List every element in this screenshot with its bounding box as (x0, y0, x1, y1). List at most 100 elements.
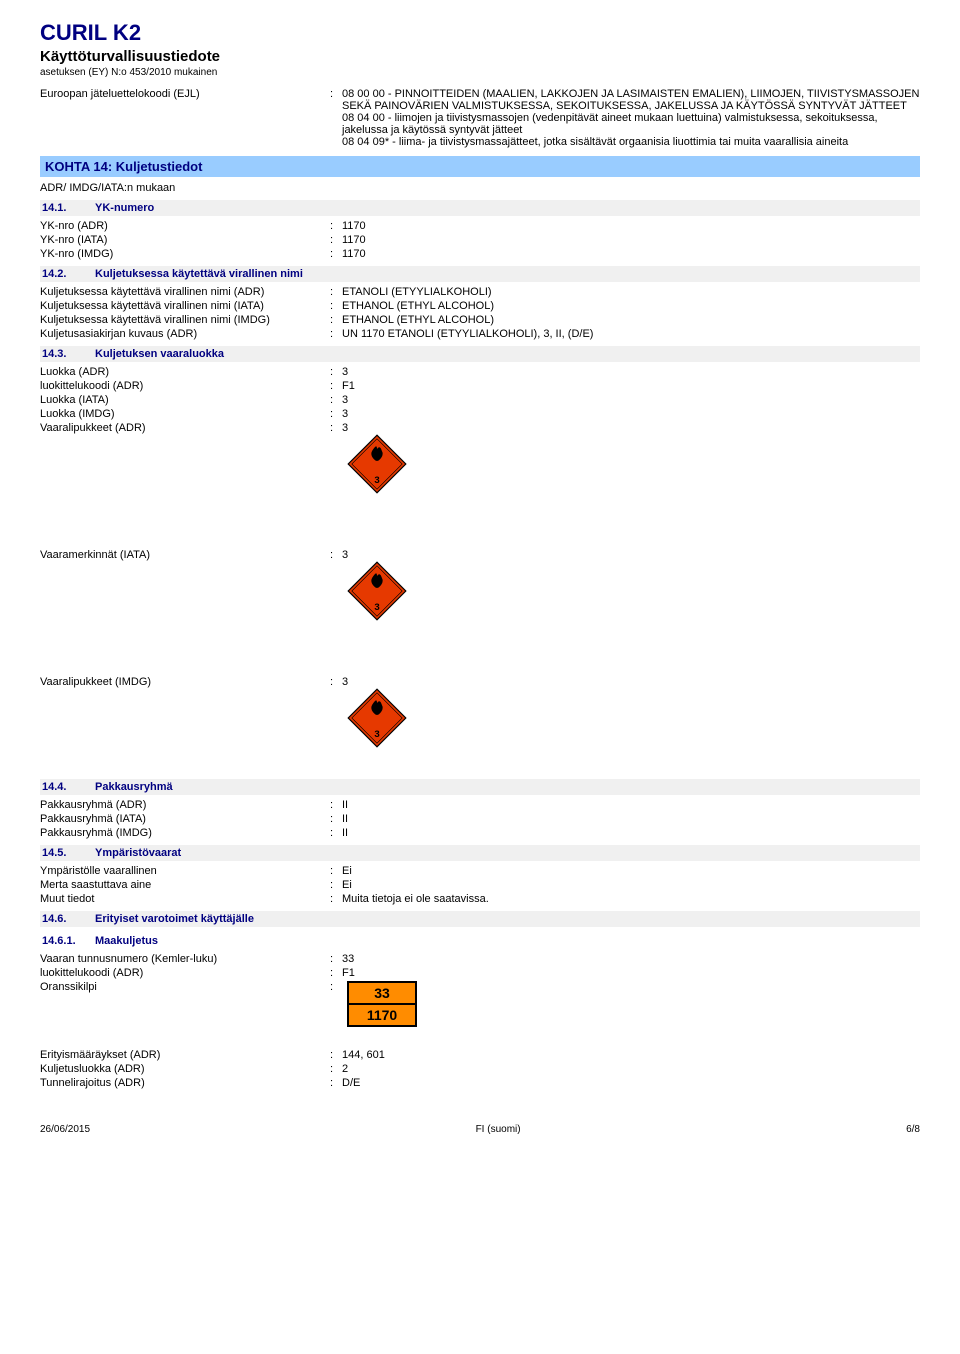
data-row: Muut tiedot : Muita tietoja ei ole saata… (40, 893, 920, 905)
data-row: Tunnelirajoitus (ADR) : D/E (40, 1077, 920, 1089)
hazard-diamond-icon: 3 (347, 561, 407, 621)
row-label: Kuljetuksessa käytettävä virallinen nimi… (40, 314, 330, 326)
hazard-value: 3 3 (342, 676, 920, 751)
data-row: Kuljetusasiakirjan kuvaus (ADR) : UN 117… (40, 328, 920, 340)
row-label: Pakkausryhmä (IATA) (40, 813, 330, 825)
subsection-num: 14.6.1. (40, 935, 95, 947)
svg-text:3: 3 (374, 729, 379, 740)
section-14-subheader: ADR/ IMDG/IATA:n mukaan (40, 182, 920, 194)
row-label: luokittelukoodi (ADR) (40, 967, 330, 979)
hazard-label: Vaaralipukkeet (ADR) (40, 422, 330, 434)
ewc-label: Euroopan jäteluettelokoodi (EJL) (40, 88, 330, 100)
data-row: YK-nro (IMDG) : 1170 (40, 248, 920, 260)
hazard-class-num: 3 (342, 676, 920, 688)
colon: : (330, 328, 342, 340)
row-value: UN 1170 ETANOLI (ETYYLIALKOHOLI), 3, II,… (342, 328, 920, 340)
data-row: Luokka (IATA) : 3 (40, 394, 920, 406)
data-row: luokittelukoodi (ADR) : F1 (40, 380, 920, 392)
subsection-14-3: 14.3. Kuljetuksen vaaraluokka (40, 346, 920, 362)
subsection-14-4: 14.4. Pakkausryhmä (40, 779, 920, 795)
data-row: Luokka (IMDG) : 3 (40, 408, 920, 420)
orange-plate-value: 33 1170 (342, 981, 920, 1027)
colon: : (330, 394, 342, 406)
colon: : (330, 286, 342, 298)
colon: : (330, 953, 342, 965)
data-row: Luokka (ADR) : 3 (40, 366, 920, 378)
row-label: Luokka (IATA) (40, 394, 330, 406)
ewc-line: 08 04 09* - liima- ja tiivistysmassajätt… (342, 136, 920, 148)
colon: : (330, 88, 342, 100)
orange-plate-top: 33 (349, 983, 415, 1003)
row-value: 1170 (342, 248, 920, 260)
row-label: Ympäristölle vaarallinen (40, 865, 330, 877)
data-row: Kuljetuksessa käytettävä virallinen nimi… (40, 300, 920, 312)
subsection-num: 14.4. (40, 781, 95, 793)
row-value: Ei (342, 865, 920, 877)
hazard-label: Vaaramerkinnät (IATA) (40, 549, 330, 561)
colon: : (330, 422, 342, 434)
product-title: CURIL K2 (40, 20, 920, 46)
subsection-title: YK-numero (95, 202, 154, 214)
row-value: 144, 601 (342, 1049, 920, 1061)
row-label: Pakkausryhmä (ADR) (40, 799, 330, 811)
data-row: YK-nro (IATA) : 1170 (40, 234, 920, 246)
hazard-row: Vaaramerkinnät (IATA) : 3 3 (40, 549, 920, 624)
subsection-num: 14.6. (40, 913, 95, 925)
data-row: Kuljetuksessa käytettävä virallinen nimi… (40, 286, 920, 298)
data-row: luokittelukoodi (ADR) : F1 (40, 967, 920, 979)
row-value: II (342, 799, 920, 811)
row-value: F1 (342, 967, 920, 979)
hazard-value: 3 3 (342, 422, 920, 497)
data-row: Pakkausryhmä (IMDG) : II (40, 827, 920, 839)
subsection-title: Ympäristövaarat (95, 847, 181, 859)
hazard-row: Vaaralipukkeet (ADR) : 3 3 (40, 422, 920, 497)
colon: : (330, 967, 342, 979)
row-value: II (342, 827, 920, 839)
colon: : (330, 300, 342, 312)
row-value: 3 (342, 394, 920, 406)
colon: : (330, 879, 342, 891)
subsection-14-5: 14.5. Ympäristövaarat (40, 845, 920, 861)
ewc-line: 08 00 00 - PINNOITTEIDEN (MAALIEN, LAKKO… (342, 88, 920, 112)
subsection-title: Kuljetuksen vaaraluokka (95, 348, 224, 360)
data-row: Pakkausryhmä (ADR) : II (40, 799, 920, 811)
data-row: YK-nro (ADR) : 1170 (40, 220, 920, 232)
colon: : (330, 827, 342, 839)
subsection-num: 14.1. (40, 202, 95, 214)
svg-text:3: 3 (374, 475, 379, 486)
subsection-title: Pakkausryhmä (95, 781, 173, 793)
subsection-num: 14.5. (40, 847, 95, 859)
doc-title: Käyttöturvallisuustiedote (40, 48, 920, 65)
row-label: Luokka (ADR) (40, 366, 330, 378)
colon: : (330, 248, 342, 260)
data-row: Ympäristölle vaarallinen : Ei (40, 865, 920, 877)
row-label: Kuljetuksessa käytettävä virallinen nimi… (40, 300, 330, 312)
row-label: Kuljetusluokka (ADR) (40, 1063, 330, 1075)
hazard-label: Vaaralipukkeet (IMDG) (40, 676, 330, 688)
data-row: Pakkausryhmä (IATA) : II (40, 813, 920, 825)
colon: : (330, 1049, 342, 1061)
section-14-header: KOHTA 14: Kuljetustiedot (40, 156, 920, 177)
row-value: D/E (342, 1077, 920, 1089)
subsection-title: Kuljetuksessa käytettävä virallinen nimi (95, 268, 303, 280)
hazard-class-num: 3 (342, 549, 920, 561)
footer-page: 6/8 (906, 1124, 920, 1135)
ewc-row: Euroopan jäteluettelokoodi (EJL) : 08 00… (40, 88, 920, 148)
colon: : (330, 234, 342, 246)
row-label: luokittelukoodi (ADR) (40, 380, 330, 392)
subsection-num: 14.2. (40, 268, 95, 280)
hazard-class-num: 3 (342, 422, 920, 434)
row-value: Muita tietoja ei ole saatavissa. (342, 893, 920, 905)
orange-plate-label: Oranssikilpi (40, 981, 330, 993)
ewc-line: 08 04 00 - liimojen ja tiivistysmassojen… (342, 112, 920, 136)
row-label: YK-nro (IATA) (40, 234, 330, 246)
row-label: Tunnelirajoitus (ADR) (40, 1077, 330, 1089)
hazard-diamond-icon: 3 (347, 434, 407, 494)
hazard-row: Vaaralipukkeet (IMDG) : 3 3 (40, 676, 920, 751)
ewc-value: 08 00 00 - PINNOITTEIDEN (MAALIEN, LAKKO… (342, 88, 920, 148)
row-value: F1 (342, 380, 920, 392)
row-label: YK-nro (ADR) (40, 220, 330, 232)
subsection-14-1: 14.1. YK-numero (40, 200, 920, 216)
row-value: ETANOLI (ETYYLIALKOHOLI) (342, 286, 920, 298)
row-label: Muut tiedot (40, 893, 330, 905)
